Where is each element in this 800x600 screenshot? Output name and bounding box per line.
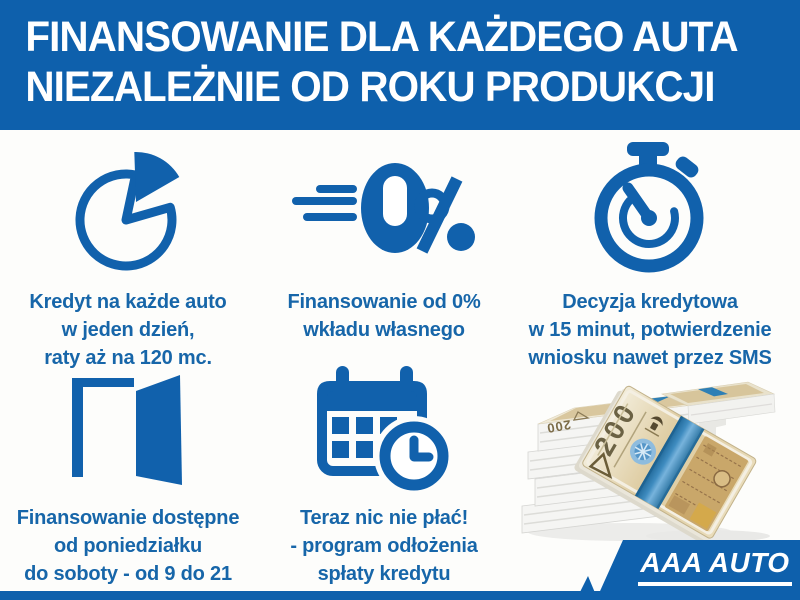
feature-caption: Finansowanie od 0% wkładu własnego — [287, 291, 481, 341]
feature-caption: Teraz nic nie płać! - program odłożenia … — [290, 507, 478, 585]
zero-percent-icon — [259, 140, 509, 288]
feature-opening-hours: Finansowanie dostępne od poniedziałku do… — [3, 356, 253, 588]
feature-zero-downpayment: Finansowanie od 0% wkładu własnego — [259, 140, 509, 344]
open-door-icon — [3, 356, 253, 504]
cash-stacks-photo: 200 200 — [521, 381, 776, 543]
stopwatch-icon — [510, 140, 790, 288]
logo-underline — [638, 582, 792, 586]
feature-credit-every-car: Kredyt na każde auto w jeden dzień, raty… — [3, 140, 253, 372]
feature-credit-decision: Decyzja kredytowa w 15 minut, potwierdze… — [510, 140, 790, 372]
svg-text:200: 200 — [545, 417, 572, 436]
bottom-strip — [0, 591, 800, 600]
calendar-clock-icon — [259, 356, 509, 504]
pie-chart-icon — [3, 140, 253, 288]
feature-caption: Finansowanie dostępne od poniedziałku do… — [16, 507, 240, 585]
header-banner: FINANSOWANIE DLA KAŻDEGO AUTA NIEZALEŻNI… — [0, 0, 800, 130]
header-title: FINANSOWANIE DLA KAŻDEGO AUTA NIEZALEŻNI… — [25, 13, 738, 111]
brand-logo-text: AAA AUTO — [640, 547, 790, 578]
feature-caption: Decyzja kredytowa w 15 minut, potwierdze… — [528, 291, 772, 369]
feature-caption: Kredyt na każde auto w jeden dzień, raty… — [29, 291, 227, 369]
leaning-banknote: 200 — [574, 385, 757, 543]
feature-deferred-payment: Teraz nic nie płać! - program odłożenia … — [259, 356, 509, 588]
